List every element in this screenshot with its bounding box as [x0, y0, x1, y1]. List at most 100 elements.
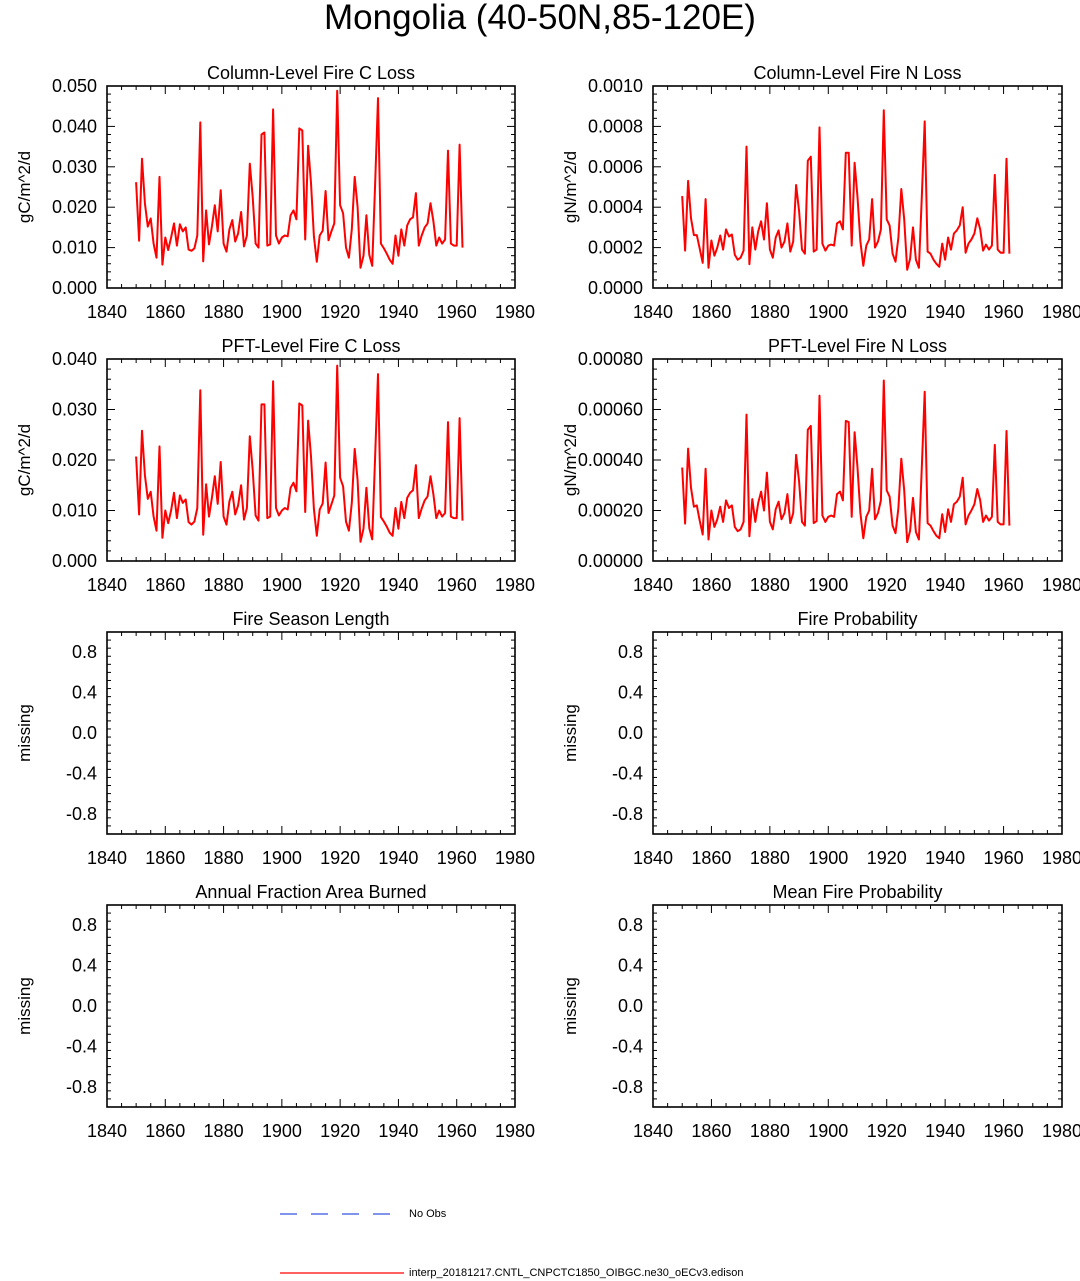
- x-tick-label: 1900: [262, 575, 302, 595]
- plot-frame: [652, 904, 1063, 1108]
- x-tick-label: 1940: [925, 848, 965, 868]
- x-tick-label: 1900: [808, 848, 848, 868]
- series-line: [135, 89, 464, 269]
- x-tick-label: 1900: [808, 302, 848, 322]
- y-tick-label: 0.030: [52, 400, 97, 420]
- y-tick-label: 0.0: [72, 723, 97, 743]
- y-tick-label: 0.8: [72, 915, 97, 935]
- y-tick-label: 0.010: [52, 238, 97, 258]
- x-tick-label: 1860: [145, 302, 185, 322]
- chart-panel: Fire Probability missing 1840 1860 1880 1900 1…: [561, 609, 1080, 868]
- x-tick-label: 1960: [437, 302, 477, 322]
- y-tick-label: 0.00020: [578, 501, 643, 521]
- x-tick-label: 1860: [691, 302, 731, 322]
- y-tick-label: 0.030: [52, 157, 97, 177]
- x-tick-label: 1960: [984, 302, 1024, 322]
- x-tick-label: 1960: [984, 575, 1024, 595]
- y-axis-label: gC/m^2/d: [15, 151, 34, 223]
- y-tick-label: 0.0: [618, 996, 643, 1016]
- y-axis-label: missing: [561, 704, 580, 762]
- x-tick-label: 1860: [691, 1121, 731, 1141]
- y-tick-label: 0.8: [72, 642, 97, 662]
- x-tick-label: 1960: [437, 1121, 477, 1141]
- x-tick-label: 1840: [87, 575, 127, 595]
- y-tick-label: -0.8: [66, 1077, 97, 1097]
- x-tick-label: 1880: [204, 848, 244, 868]
- x-tick-label: 1980: [1042, 575, 1080, 595]
- x-tick-label: 1840: [633, 302, 673, 322]
- x-tick-label: 1980: [495, 848, 535, 868]
- legend-obs-label: No Obs: [409, 1208, 447, 1220]
- x-tick-label: 1980: [495, 575, 535, 595]
- x-tick-label: 1860: [145, 575, 185, 595]
- x-tick-label: 1940: [925, 1121, 965, 1141]
- legend-model-line: [280, 1272, 404, 1274]
- x-tick-label: 1920: [320, 575, 360, 595]
- x-tick-label: 1880: [750, 848, 790, 868]
- x-tick-label: 1980: [1042, 848, 1080, 868]
- y-tick-label: 0.0000: [588, 278, 643, 298]
- x-tick-label: 1920: [867, 575, 907, 595]
- y-tick-label: -0.8: [612, 1077, 643, 1097]
- y-tick-label: 0.4: [72, 956, 97, 976]
- y-axis-label: missing: [15, 977, 34, 1035]
- x-tick-label: 1940: [378, 848, 418, 868]
- y-tick-label: 0.0002: [588, 238, 643, 258]
- x-tick-label: 1960: [984, 848, 1024, 868]
- y-tick-label: 0.0004: [588, 197, 643, 217]
- x-tick-label: 1880: [204, 575, 244, 595]
- x-tick-label: 1920: [867, 848, 907, 868]
- y-tick-label: -0.8: [66, 804, 97, 824]
- y-tick-label: -0.8: [612, 804, 643, 824]
- chart-panel: Mean Fire Probability missing 1840 1860 1880…: [561, 882, 1080, 1141]
- x-tick-label: 1840: [87, 848, 127, 868]
- y-tick-label: 0.4: [618, 956, 643, 976]
- series-line: [135, 364, 464, 543]
- x-tick-label: 1840: [633, 1121, 673, 1141]
- y-tick-label: -0.4: [66, 763, 97, 783]
- series-line: [681, 379, 1011, 544]
- x-tick-label: 1980: [495, 302, 535, 322]
- panel-title: Mean Fire Probability: [772, 882, 942, 902]
- y-tick-label: 0.4: [72, 683, 97, 703]
- x-tick-label: 1960: [437, 575, 477, 595]
- x-tick-label: 1920: [320, 1121, 360, 1141]
- panel-title: Fire Season Length: [232, 609, 389, 629]
- panel-title: PFT-Level Fire N Loss: [768, 336, 947, 356]
- y-tick-label: -0.4: [66, 1036, 97, 1056]
- y-tick-label: 0.0008: [588, 116, 643, 136]
- panel-title: PFT-Level Fire C Loss: [221, 336, 400, 356]
- x-tick-label: 1920: [867, 1121, 907, 1141]
- y-tick-label: 0.000: [52, 551, 97, 571]
- y-tick-label: 0.040: [52, 349, 97, 369]
- y-tick-label: 0.000: [52, 278, 97, 298]
- chart-panel: Column-Level Fire C Loss gC/m^2/d 1840 1860…: [15, 63, 535, 322]
- series-line: [681, 109, 1011, 271]
- plot-frame: [652, 631, 1063, 835]
- chart-panel: Fire Season Length missing 1840 1860 1880 190…: [15, 609, 535, 868]
- y-tick-label: 0.020: [52, 197, 97, 217]
- y-tick-label: 0.00000: [578, 551, 643, 571]
- x-tick-label: 1960: [437, 848, 477, 868]
- y-tick-label: 0.0: [72, 996, 97, 1016]
- x-tick-label: 1980: [1042, 302, 1080, 322]
- y-tick-label: -0.4: [612, 1036, 643, 1056]
- x-tick-label: 1840: [87, 1121, 127, 1141]
- y-tick-label: 0.00080: [578, 349, 643, 369]
- y-tick-label: 0.040: [52, 116, 97, 136]
- x-tick-label: 1900: [262, 848, 302, 868]
- y-tick-label: 0.010: [52, 501, 97, 521]
- x-tick-label: 1860: [691, 575, 731, 595]
- x-tick-label: 1880: [750, 302, 790, 322]
- x-tick-label: 1940: [378, 302, 418, 322]
- y-tick-label: 0.4: [618, 683, 643, 703]
- legend-obs-line: [280, 1213, 404, 1215]
- x-tick-label: 1980: [1042, 1121, 1080, 1141]
- y-tick-label: 0.050: [52, 76, 97, 96]
- y-tick-label: 0.0006: [588, 157, 643, 177]
- y-axis-label: gC/m^2/d: [15, 424, 34, 496]
- panel-title: Fire Probability: [797, 609, 917, 629]
- y-axis-label: missing: [561, 977, 580, 1035]
- plot-frame: [106, 631, 516, 835]
- y-axis-label: gN/m^2/d: [561, 151, 580, 223]
